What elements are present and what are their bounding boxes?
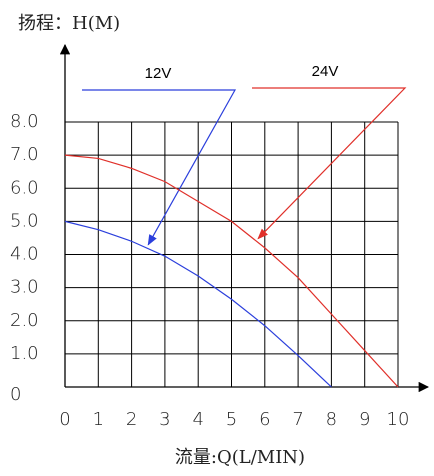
y-tick-label: 8.0 — [10, 111, 39, 132]
x-tick-label: 3 — [159, 409, 170, 430]
x-tick-label: 7 — [292, 409, 303, 430]
legend-pointer — [252, 87, 407, 240]
x-axis-label: 流量:Q(L/MIN) — [175, 447, 305, 468]
y-tick-label: 6.0 — [10, 177, 39, 198]
y-tick-label: 4.0 — [10, 244, 39, 265]
y-tick-label: 5.0 — [10, 210, 39, 231]
x-tick-label: 5 — [226, 409, 237, 430]
series-line — [64, 220, 332, 388]
y-tick-label: 3.0 — [10, 277, 39, 298]
y-tick-label: 2.0 — [10, 310, 39, 331]
x-tick-label: 6 — [259, 409, 270, 430]
x-tick-label: 0 — [59, 409, 70, 430]
y-tick-label: 1.0 — [10, 343, 39, 364]
series-line — [64, 154, 399, 388]
y-tick-label: 7.0 — [10, 144, 39, 165]
legend-label: 12V — [145, 65, 172, 82]
x-tick-label: 9 — [359, 409, 370, 430]
legend-label: 24V — [312, 63, 339, 80]
y-tick-label: 0 — [10, 384, 21, 405]
legend-pointer — [82, 89, 237, 246]
x-tick-label: 2 — [126, 409, 137, 430]
chart-title: 扬程：H(M) — [18, 13, 120, 34]
x-tick-label: 10 — [387, 409, 410, 430]
x-tick-label: 8 — [326, 409, 337, 430]
x-tick-label: 1 — [93, 409, 104, 430]
x-tick-label: 4 — [192, 409, 203, 430]
